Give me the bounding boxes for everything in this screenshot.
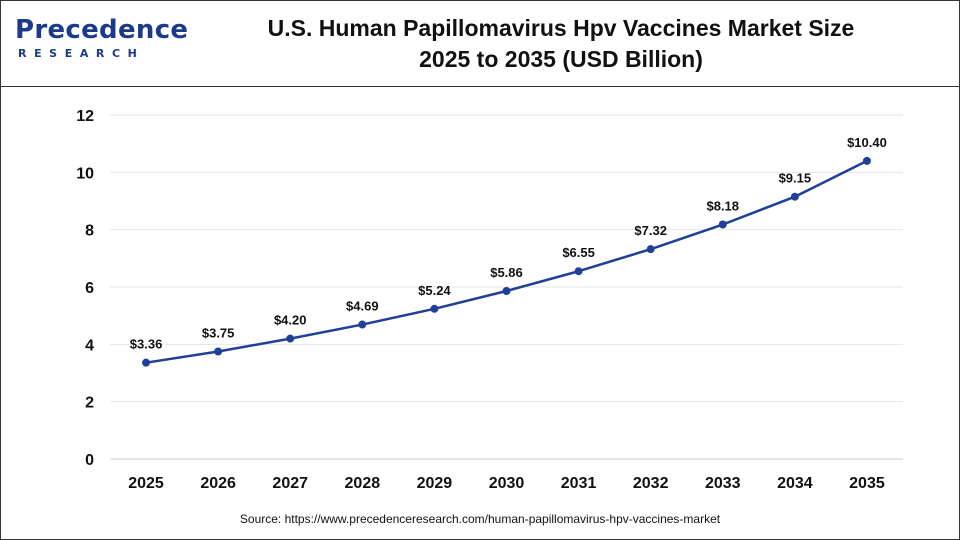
x-tick-label: 2035 <box>849 475 885 492</box>
y-tick-label: 4 <box>85 337 94 354</box>
data-label: $8.18 <box>706 199 739 214</box>
x-tick-label: 2029 <box>417 475 453 492</box>
data-point <box>430 304 439 313</box>
brand-logo: Precedence RESEARCH <box>15 15 188 65</box>
data-point <box>718 220 727 229</box>
x-tick-label: 2034 <box>777 475 813 492</box>
series-line <box>145 159 868 364</box>
x-tick-label: 2031 <box>561 475 597 492</box>
source-note: Source: https://www.precedenceresearch.c… <box>239 512 721 526</box>
y-tick-label: 0 <box>85 452 94 469</box>
chart-title: U.S. Human Papillomavirus Hpv Vaccines M… <box>181 13 941 75</box>
data-label: $3.75 <box>202 326 235 341</box>
data-label: $5.24 <box>418 283 451 298</box>
data-label: $4.69 <box>346 299 379 314</box>
y-tick-label: 12 <box>76 108 94 125</box>
data-label: $5.86 <box>490 265 523 280</box>
data-point <box>286 334 295 343</box>
data-point <box>502 287 511 296</box>
y-tick-label: 10 <box>76 165 94 182</box>
y-tick-label: 2 <box>85 395 94 412</box>
data-label: $3.36 <box>130 337 163 352</box>
data-point <box>790 192 799 201</box>
x-tick-label: 2027 <box>272 475 308 492</box>
data-point <box>862 156 871 165</box>
chart-header: Precedence RESEARCH U.S. Human Papilloma… <box>1 1 959 87</box>
data-label: $6.55 <box>562 245 595 260</box>
logo-wordmark: Precedence <box>15 15 189 45</box>
y-tick-label: 6 <box>85 280 94 297</box>
data-point <box>574 267 583 276</box>
logo-subtext: RESEARCH <box>18 47 145 60</box>
data-point <box>358 320 367 329</box>
x-tick-label: 2032 <box>633 475 669 492</box>
data-label: $7.32 <box>634 223 667 238</box>
x-tick-label: 2028 <box>345 475 381 492</box>
x-tick-label: 2030 <box>489 475 525 492</box>
x-tick-label: 2033 <box>705 475 741 492</box>
data-label: $4.20 <box>274 313 307 328</box>
chart-title-line-2: 2025 to 2035 (USD Billion) <box>419 46 703 72</box>
x-tick-label: 2025 <box>128 475 164 492</box>
x-tick-label: 2026 <box>200 475 236 492</box>
data-point <box>142 358 151 367</box>
data-point <box>214 347 223 356</box>
data-label: $10.40 <box>847 135 887 150</box>
data-point <box>646 245 655 254</box>
data-label: $9.15 <box>779 171 812 186</box>
y-tick-label: 8 <box>85 223 94 240</box>
chart-title-line-1: U.S. Human Papillomavirus Hpv Vaccines M… <box>267 15 855 41</box>
